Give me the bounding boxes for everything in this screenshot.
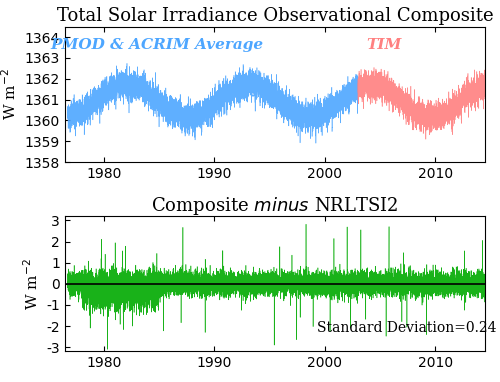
Y-axis label: W m$^{-2}$: W m$^{-2}$ [0,68,19,120]
Text: TIM: TIM [366,37,402,52]
Text: Standard Deviation=0.24: Standard Deviation=0.24 [317,321,496,335]
Text: PMOD & ACRIM Average: PMOD & ACRIM Average [51,37,264,52]
Title: Composite $\it{minus}$ NRLTSI2: Composite $\it{minus}$ NRLTSI2 [152,194,398,217]
Y-axis label: W m$^{-2}$: W m$^{-2}$ [22,258,41,310]
Title: Total Solar Irradiance Observational Composite: Total Solar Irradiance Observational Com… [56,7,494,25]
